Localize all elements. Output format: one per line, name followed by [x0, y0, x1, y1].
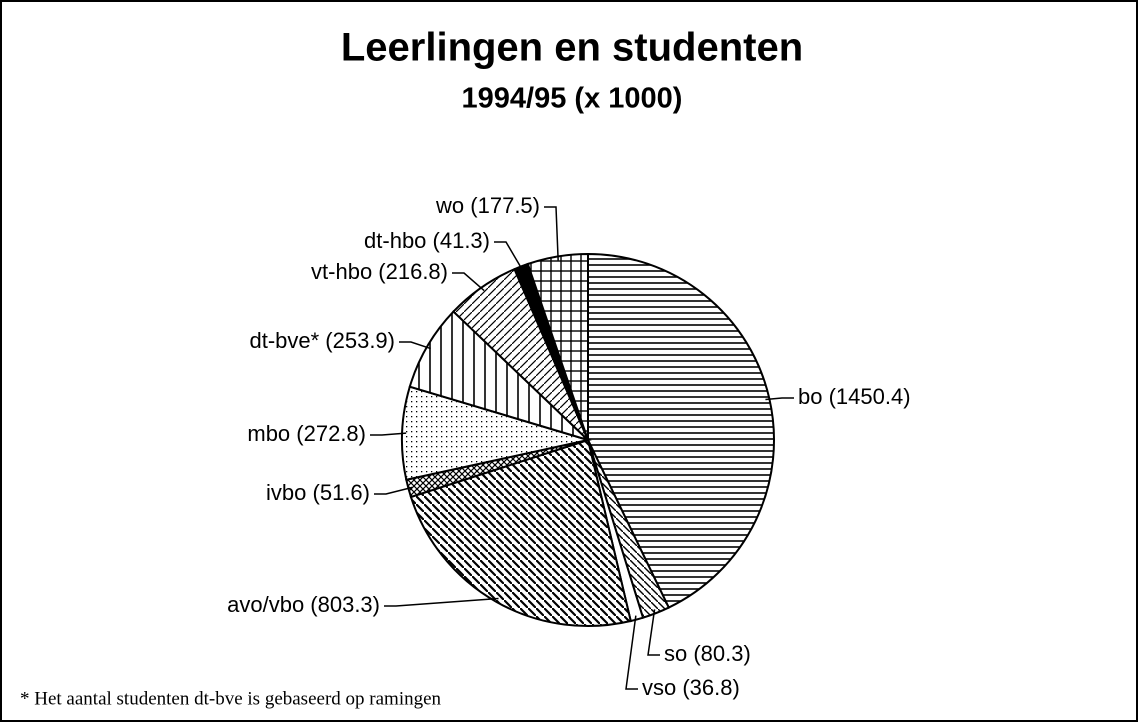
slice-label: dt-bve* (253.9) — [249, 328, 395, 353]
footnote: * Het aantal studenten dt-bve is gebasee… — [20, 688, 442, 709]
slice-label: dt-hbo (41.3) — [364, 228, 490, 253]
leader-line — [647, 609, 660, 656]
chart-subtitle: 1994/95 (x 1000) — [462, 83, 683, 115]
leader-line — [384, 597, 499, 607]
slice-label: vso (36.8) — [642, 675, 740, 700]
slice-label: avo/vbo (803.3) — [227, 592, 380, 617]
slice-label: vt-hbo (216.8) — [311, 259, 448, 284]
slice-label: mbo (272.8) — [247, 421, 366, 446]
leader-line — [544, 206, 559, 261]
slice-label: wo (177.5) — [435, 193, 540, 218]
leader-line — [374, 486, 413, 495]
leader-line — [765, 397, 794, 401]
chart-title: Leerlingen en studenten — [341, 26, 803, 70]
leader-line — [370, 432, 407, 436]
slice-label: bo (1450.4) — [798, 384, 911, 409]
leader-line — [494, 241, 524, 271]
leader-line — [399, 341, 431, 350]
slice-label: ivbo (51.6) — [266, 480, 370, 505]
pie-slice — [409, 438, 632, 627]
slice-label: so (80.3) — [664, 641, 751, 666]
leader-line — [452, 272, 485, 292]
leader-line — [625, 615, 638, 690]
